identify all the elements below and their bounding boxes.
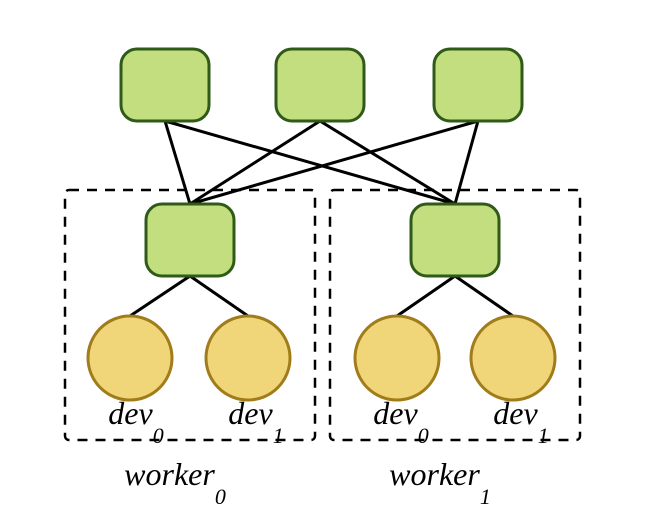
distributed-training-diagram: dev0dev1worker0dev0dev1worker1 — [0, 0, 650, 528]
edge — [455, 121, 478, 204]
device-node — [88, 316, 172, 400]
edge — [397, 276, 455, 316]
aggregator-node — [411, 204, 499, 276]
aggregator-node — [146, 204, 234, 276]
edge — [130, 276, 190, 316]
edge — [190, 276, 248, 316]
worker-label: worker1 — [389, 456, 491, 509]
edge — [455, 276, 513, 316]
worker-label: worker0 — [124, 456, 226, 509]
device-label: dev1 — [228, 395, 283, 448]
device-node — [355, 316, 439, 400]
device-node — [471, 316, 555, 400]
param-server-node — [121, 49, 209, 121]
param-server-node — [434, 49, 522, 121]
edge — [165, 121, 190, 204]
param-server-node — [276, 49, 364, 121]
device-node — [206, 316, 290, 400]
device-label: dev1 — [493, 395, 548, 448]
